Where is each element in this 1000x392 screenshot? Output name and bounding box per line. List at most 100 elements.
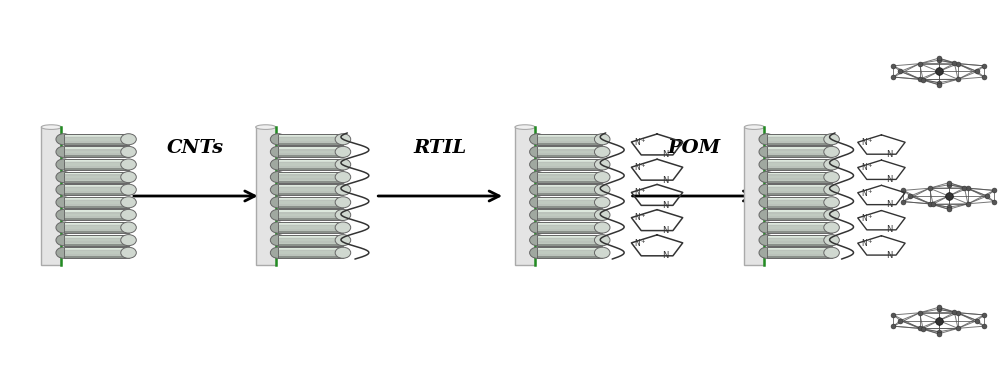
Bar xyxy=(767,159,832,170)
Bar xyxy=(767,234,832,246)
Bar xyxy=(278,184,343,195)
Bar xyxy=(767,256,832,258)
Ellipse shape xyxy=(335,134,351,145)
Bar xyxy=(278,159,343,170)
Bar xyxy=(767,134,832,137)
Bar xyxy=(256,127,276,265)
Bar xyxy=(767,231,832,233)
Bar xyxy=(767,181,832,183)
Bar xyxy=(64,209,129,212)
Bar xyxy=(278,247,343,258)
Text: N$^+$: N$^+$ xyxy=(861,162,874,173)
Ellipse shape xyxy=(594,172,610,183)
Text: N: N xyxy=(886,225,892,234)
Ellipse shape xyxy=(594,247,610,258)
Bar xyxy=(767,206,832,208)
Ellipse shape xyxy=(824,247,839,258)
Ellipse shape xyxy=(270,159,286,170)
Bar xyxy=(767,146,832,158)
Bar xyxy=(537,222,602,225)
Bar xyxy=(767,209,832,212)
Text: N: N xyxy=(886,175,892,184)
Bar xyxy=(278,222,343,233)
Bar xyxy=(744,127,764,265)
Bar xyxy=(64,197,129,200)
Bar xyxy=(537,256,602,258)
Text: N: N xyxy=(886,200,892,209)
Bar xyxy=(278,193,343,195)
Ellipse shape xyxy=(530,146,545,158)
Bar xyxy=(767,143,832,145)
Ellipse shape xyxy=(121,234,136,246)
Bar xyxy=(767,193,832,195)
Text: N: N xyxy=(886,250,892,260)
Bar xyxy=(278,197,343,200)
Bar xyxy=(767,209,832,220)
Text: N$^+$: N$^+$ xyxy=(634,162,647,173)
Bar xyxy=(64,222,129,233)
Bar xyxy=(767,172,832,174)
Bar xyxy=(278,234,343,246)
Ellipse shape xyxy=(824,197,839,208)
Ellipse shape xyxy=(56,134,71,145)
Bar xyxy=(767,184,832,195)
Ellipse shape xyxy=(121,247,136,258)
Ellipse shape xyxy=(759,146,775,158)
Bar xyxy=(278,197,343,208)
Ellipse shape xyxy=(335,159,351,170)
Bar xyxy=(767,234,832,246)
Bar xyxy=(278,181,343,183)
Text: N$^+$: N$^+$ xyxy=(861,212,874,224)
Bar xyxy=(278,159,343,170)
Bar xyxy=(537,222,602,233)
Ellipse shape xyxy=(530,134,545,145)
Text: N$^+$: N$^+$ xyxy=(861,237,874,249)
Bar xyxy=(767,222,832,233)
Ellipse shape xyxy=(759,172,775,183)
Bar xyxy=(64,134,129,145)
Ellipse shape xyxy=(515,125,535,129)
Ellipse shape xyxy=(335,146,351,158)
Ellipse shape xyxy=(56,146,71,158)
Bar xyxy=(767,184,832,187)
Ellipse shape xyxy=(335,209,351,220)
Bar xyxy=(767,146,832,149)
Bar xyxy=(278,234,343,238)
Bar xyxy=(64,256,129,258)
Ellipse shape xyxy=(270,134,286,145)
Bar xyxy=(767,159,832,170)
Bar xyxy=(278,146,343,149)
Bar xyxy=(64,197,129,208)
Text: N$^+$: N$^+$ xyxy=(634,212,647,223)
Bar xyxy=(278,247,343,250)
Bar xyxy=(64,243,129,246)
Bar xyxy=(64,159,129,170)
Ellipse shape xyxy=(824,209,839,220)
Bar xyxy=(537,197,602,208)
Bar xyxy=(64,168,129,170)
Bar xyxy=(64,134,129,137)
Bar xyxy=(64,155,129,158)
Bar xyxy=(278,231,343,233)
Ellipse shape xyxy=(56,184,71,195)
Bar xyxy=(64,234,129,246)
Text: N$^+$: N$^+$ xyxy=(861,187,874,198)
Bar xyxy=(537,234,602,246)
Bar xyxy=(537,155,602,158)
Bar xyxy=(278,134,343,137)
Ellipse shape xyxy=(824,134,839,145)
Ellipse shape xyxy=(594,184,610,195)
Ellipse shape xyxy=(530,234,545,246)
Ellipse shape xyxy=(594,234,610,246)
Bar xyxy=(537,134,602,137)
Bar xyxy=(64,218,129,220)
Bar xyxy=(64,159,129,170)
Ellipse shape xyxy=(56,234,71,246)
Bar xyxy=(537,172,602,183)
Text: N$^+$: N$^+$ xyxy=(634,136,647,148)
Bar xyxy=(64,193,129,195)
Bar xyxy=(537,159,602,162)
Bar xyxy=(278,222,343,225)
Bar xyxy=(64,206,129,208)
Ellipse shape xyxy=(759,134,775,145)
